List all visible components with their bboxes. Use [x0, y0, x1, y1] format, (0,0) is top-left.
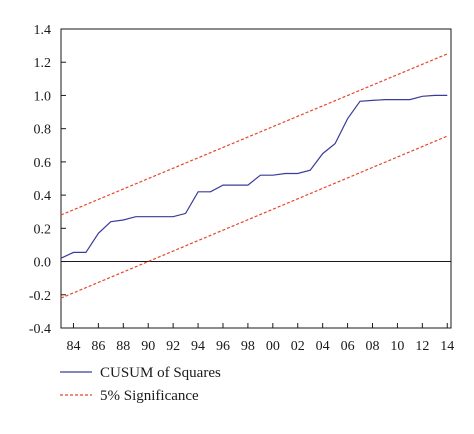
plot-frame — [60, 28, 452, 329]
x-tick-label: 06 — [341, 339, 355, 354]
y-tick-label: 1.2 — [34, 56, 52, 71]
x-tick-label: 96 — [216, 339, 230, 354]
y-tick-label: 0.4 — [34, 189, 52, 204]
x-tick-label: 04 — [316, 339, 330, 354]
x-tick-label: 12 — [415, 339, 429, 354]
x-tick-label: 10 — [390, 339, 404, 354]
legend: CUSUM of Squares 5% Significance — [60, 365, 221, 404]
significance-bound-line — [60, 53, 448, 216]
series-layer — [60, 53, 448, 299]
x-tick-label: 90 — [141, 339, 155, 354]
x-tick-label: 84 — [66, 339, 80, 354]
y-tick-label: 1.4 — [34, 23, 52, 38]
significance-bound-line — [60, 135, 448, 299]
y-tick-label: 0.8 — [34, 123, 52, 138]
x-tick-label: 00 — [266, 339, 280, 354]
x-tick-label: 08 — [366, 339, 380, 354]
legend-label: CUSUM of Squares — [100, 365, 221, 381]
x-tick-label: 92 — [166, 339, 180, 354]
x-tick-label: 88 — [116, 339, 130, 354]
legend-label: 5% Significance — [100, 388, 199, 404]
x-tick-label: 14 — [440, 339, 454, 354]
y-tick-label: 0.0 — [34, 256, 52, 271]
y-tick-label: -0.2 — [29, 289, 51, 304]
y-tick-label: 0.6 — [34, 156, 52, 171]
x-tick-label: 02 — [291, 339, 305, 354]
y-tick-label: 1.0 — [34, 89, 52, 104]
x-tick-label: 94 — [191, 339, 205, 354]
x-tick-label: 86 — [91, 339, 105, 354]
x-axis: 84 86 88 90 92 94 96 98 00 02 04 06 08 10 12 14 — [66, 323, 454, 354]
cusum-of-squares-line — [60, 94, 448, 259]
y-tick-label: -0.4 — [29, 322, 51, 337]
y-axis: -0.4 -0.2 0.0 0.2 0.4 0.6 0.8 1.0 1.2 1.4 — [29, 23, 66, 337]
x-tick-label: 98 — [241, 339, 255, 354]
y-tick-label: 0.2 — [34, 222, 52, 237]
